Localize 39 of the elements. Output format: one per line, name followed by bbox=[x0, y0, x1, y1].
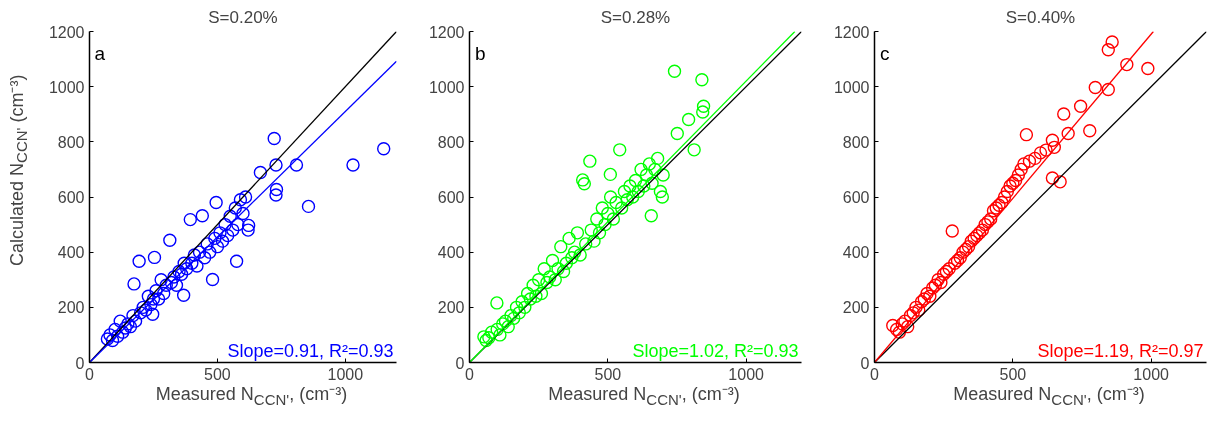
x-tick-label: 1000 bbox=[327, 365, 364, 383]
chart-title: S=0.40% bbox=[1005, 7, 1076, 27]
annotation: Slope=0.91, R²=0.93 bbox=[227, 340, 394, 361]
x-tick-label: 500 bbox=[594, 365, 622, 383]
y-tick-label: 0 bbox=[75, 354, 85, 372]
y-tick-label: 600 bbox=[57, 189, 85, 206]
y-tick-label: 1000 bbox=[428, 78, 465, 96]
annotation: Slope=1.02, R²=0.93 bbox=[632, 340, 799, 361]
y-tick-label: 600 bbox=[842, 189, 870, 206]
x-tick-label: 1000 bbox=[1133, 365, 1170, 383]
x-axis-title: Measured N$_{CCN'}$, (cm⁻³) bbox=[953, 383, 1145, 410]
y-tick-label: 200 bbox=[842, 299, 870, 317]
y-tick-label: 800 bbox=[437, 133, 465, 151]
chart-title: S=0.20% bbox=[208, 7, 278, 27]
y-tick-label: 600 bbox=[437, 189, 465, 206]
y-tick-label: 1200 bbox=[48, 23, 85, 41]
y-tick-label: 800 bbox=[842, 133, 870, 151]
y-tick-label: 1200 bbox=[833, 23, 870, 41]
annotation: c bbox=[880, 42, 890, 64]
y-tick-label: 1000 bbox=[833, 78, 870, 96]
annotation: b bbox=[475, 42, 486, 64]
y-tick-label: 400 bbox=[57, 244, 85, 262]
y-tick-label: 400 bbox=[842, 244, 870, 262]
y-tick-label: 0 bbox=[860, 354, 870, 372]
y-tick-label: 1200 bbox=[428, 23, 465, 41]
annotation: a bbox=[94, 42, 106, 64]
annotation: Slope=1.19, R²=0.97 bbox=[1037, 340, 1204, 361]
y-tick-label: 200 bbox=[437, 299, 465, 317]
x-axis-title: Measured N$_{CCN'}$, (cm⁻³) bbox=[155, 383, 348, 410]
x-axis-title: Measured N$_{CCN'}$, (cm⁻³) bbox=[548, 383, 740, 410]
y-tick-label: 400 bbox=[437, 244, 465, 262]
y-tick-label: 200 bbox=[57, 299, 85, 317]
chart-title: S=0.28% bbox=[600, 7, 671, 27]
y-tick-label: 800 bbox=[57, 133, 85, 151]
x-tick-label: 500 bbox=[999, 365, 1027, 383]
x-tick-label: 500 bbox=[204, 365, 231, 383]
x-tick-label: 1000 bbox=[728, 365, 765, 383]
y-tick-label: 1000 bbox=[48, 78, 85, 96]
y-tick-label: 0 bbox=[455, 354, 465, 372]
